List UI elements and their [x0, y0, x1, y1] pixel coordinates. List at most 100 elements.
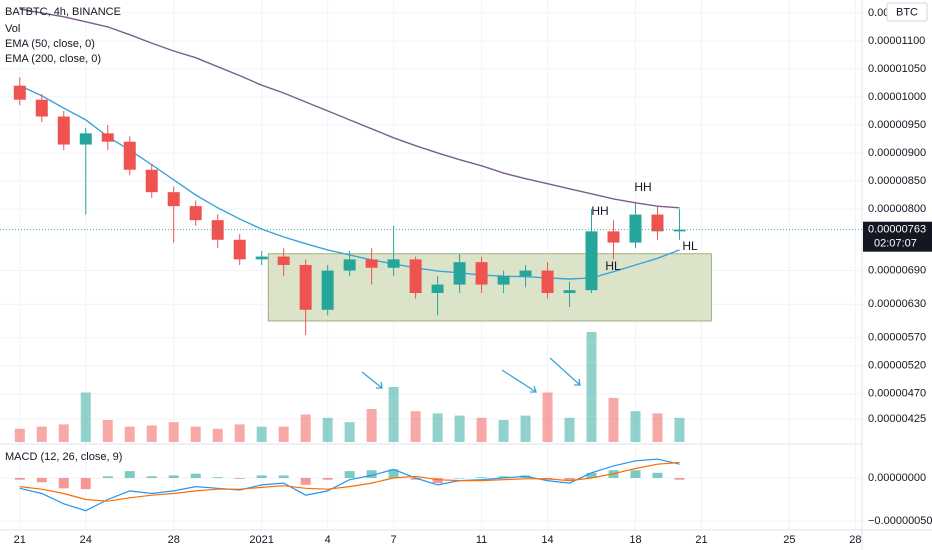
candle-body	[651, 214, 664, 232]
candle-body	[475, 262, 488, 285]
volume-bar	[212, 428, 223, 442]
volume-bar	[36, 426, 47, 442]
candle-body	[431, 284, 444, 293]
macd-histogram-bar	[168, 475, 179, 478]
annotation: HH	[634, 180, 651, 194]
macd-histogram-bar	[652, 472, 663, 478]
zone-layer	[267, 253, 712, 322]
ema-legend: EMA (50, close, 0)	[5, 38, 95, 50]
volume-bar	[652, 413, 663, 442]
volume-bar	[454, 415, 465, 442]
macd-histogram-bar	[256, 475, 267, 478]
macd-histogram-bar	[234, 477, 245, 479]
candle-body	[387, 259, 400, 268]
macd-histogram-bar	[14, 477, 25, 480]
candle-body	[101, 133, 114, 142]
macd-histogram-bar	[586, 472, 597, 478]
y-tick-label: −0.00000050	[868, 515, 932, 527]
macd-histogram-bar	[300, 477, 311, 485]
ema-legend: EMA (200, close, 0)	[5, 53, 101, 65]
candle-body	[79, 133, 92, 145]
volume-bar	[102, 420, 113, 442]
candle-layer	[13, 77, 686, 336]
volume-bar	[476, 417, 487, 442]
annotation: HL	[682, 239, 698, 253]
volume-bar	[278, 426, 289, 442]
volume-bar	[58, 424, 69, 442]
candle-body	[277, 256, 290, 265]
macd-histogram-bar	[432, 477, 443, 484]
y-tick-label: 0.00000630	[868, 298, 926, 310]
x-tick-label: 4	[325, 534, 331, 546]
candle-body	[607, 231, 620, 243]
volume-bar	[124, 426, 135, 442]
candle-body	[343, 259, 356, 271]
y-tick-label: 0.00001100	[868, 35, 925, 47]
candle-body	[189, 206, 202, 221]
candle-body	[321, 270, 334, 310]
volume-bar	[234, 424, 245, 442]
volume-bar	[498, 420, 509, 442]
x-tick-label: 28	[849, 534, 861, 546]
macd-histogram-bar	[674, 477, 685, 480]
volume-bar	[14, 428, 25, 442]
candle-body	[453, 262, 466, 285]
macd-histogram-bar	[388, 469, 399, 478]
signal-line	[19, 461, 680, 502]
macd-histogram-bar	[102, 476, 113, 478]
volume-bar	[146, 425, 157, 442]
macd-histogram-bar	[80, 477, 91, 490]
macd-legend: MACD (12, 26, close, 9)	[5, 451, 122, 463]
x-tick-label: 14	[541, 534, 553, 546]
ema-line	[19, 8, 680, 209]
candle-body	[35, 99, 48, 117]
annotation: HL	[605, 259, 621, 273]
volume-bar	[300, 414, 311, 442]
volume-bar	[564, 417, 575, 442]
volume-bar	[256, 426, 267, 442]
y-tick-label: 0.00000000	[868, 472, 926, 484]
annotation: HH	[591, 204, 608, 218]
macd-histogram-bar	[278, 475, 289, 478]
y-tick-label: 0.00000425	[868, 413, 926, 425]
candle-body	[519, 270, 532, 277]
macd-histogram-bar	[476, 477, 487, 478]
candle-body	[255, 256, 268, 260]
candle-body	[497, 276, 510, 285]
x-tick-label: 24	[80, 534, 92, 546]
macd-histogram-bar	[344, 471, 355, 478]
macd-histogram-bar	[58, 477, 69, 489]
volume-bar	[388, 387, 399, 442]
candle-body	[13, 85, 26, 100]
volume-bar	[432, 413, 443, 442]
countdown: 02:07:07	[874, 238, 917, 250]
candle-body	[123, 141, 136, 170]
arrows	[361, 357, 581, 393]
x-tick-label: 28	[168, 534, 180, 546]
range-zone	[267, 253, 712, 322]
arrow	[549, 357, 581, 386]
candle-body	[145, 169, 158, 193]
macd-histogram-bar	[410, 477, 421, 480]
macd-histogram-bar	[454, 477, 465, 479]
candle-body	[673, 229, 686, 232]
last-price-box	[863, 221, 932, 252]
x-tick-label: 21	[695, 534, 707, 546]
macd-histogram-bar	[36, 477, 47, 483]
last-price-label: 0.00000763	[868, 224, 926, 236]
axis-layer: 2124282021471114182125280.000011500.0000…	[0, 7, 932, 546]
volume-bar	[608, 398, 619, 442]
candle-body	[541, 270, 554, 293]
volume-bar	[674, 417, 685, 442]
volume-legend: Vol	[5, 23, 20, 35]
volume-bar	[630, 411, 641, 442]
currency: BTC	[896, 6, 918, 18]
volume-bar	[520, 415, 531, 442]
candle-body	[409, 259, 422, 293]
volume-bar	[542, 392, 553, 442]
y-tick-label: 0.00001000	[868, 91, 926, 103]
x-tick-label: 21	[14, 534, 26, 546]
arrow	[501, 369, 537, 393]
candle-body	[563, 290, 576, 293]
macd-histogram-bar	[124, 471, 135, 478]
